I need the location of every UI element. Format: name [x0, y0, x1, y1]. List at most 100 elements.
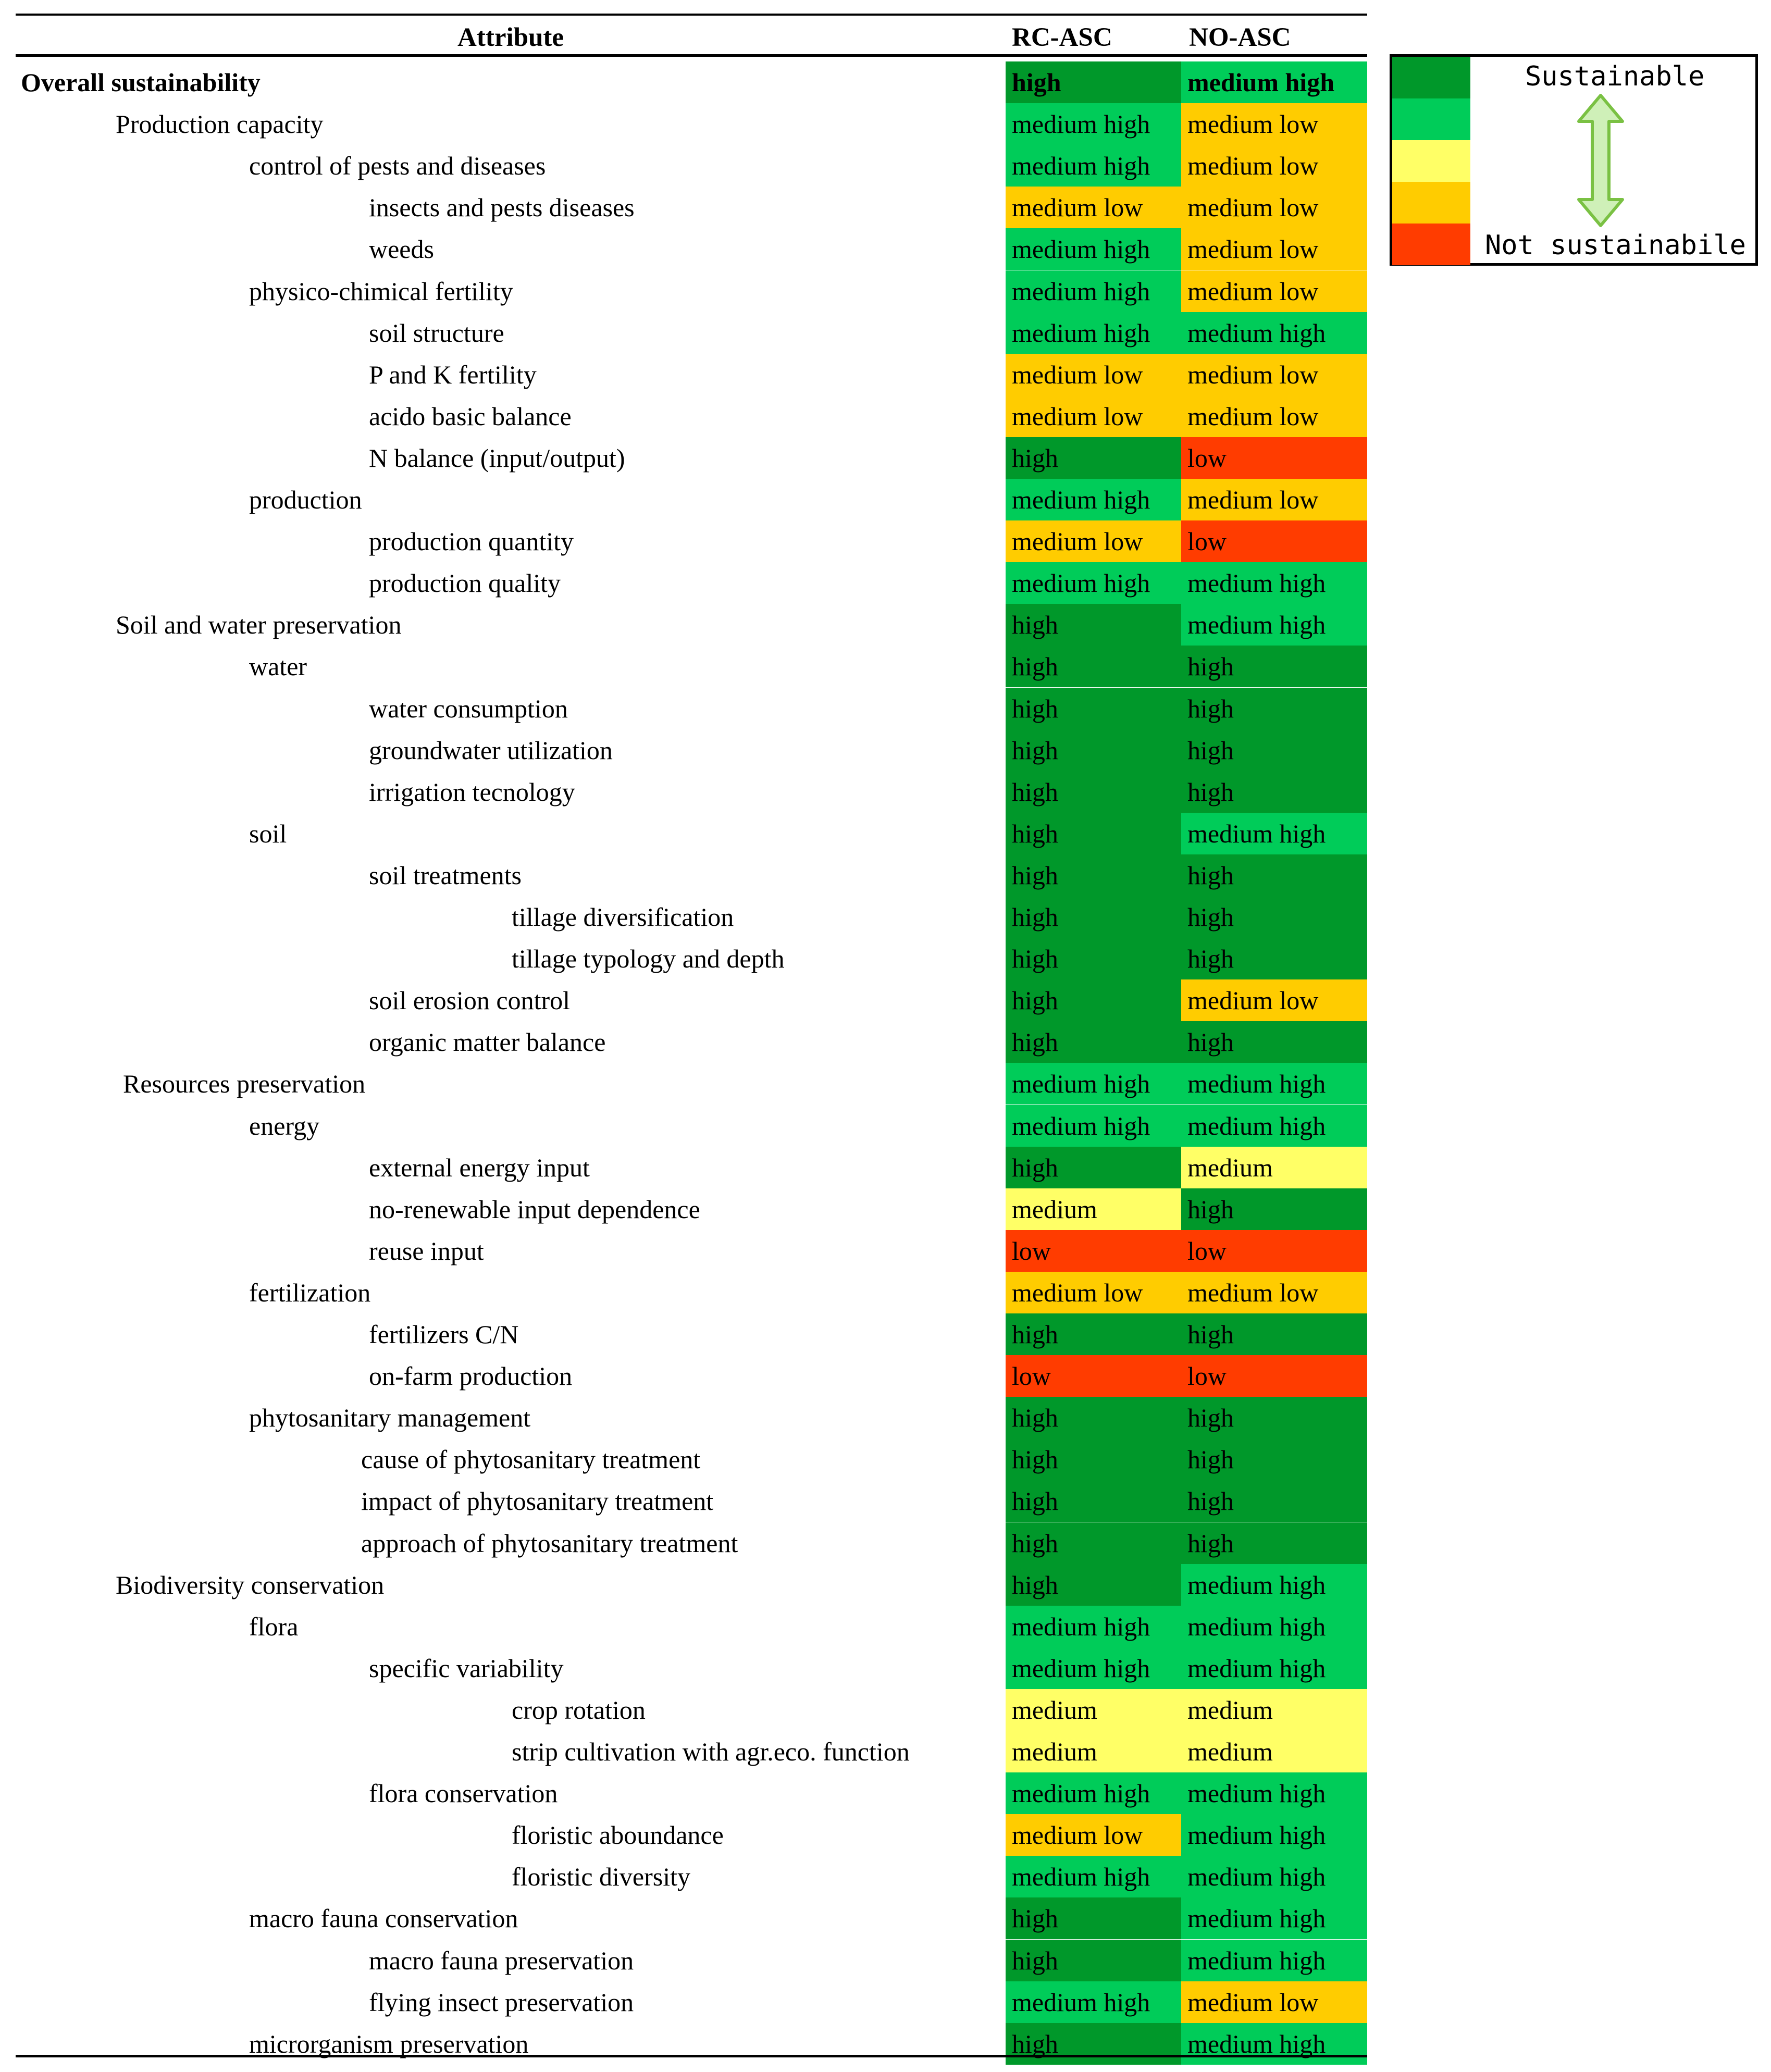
no-asc-rating: medium high	[1181, 1856, 1367, 1898]
attribute-label: floristic diversity	[512, 1862, 690, 1892]
table-row: irrigation tecnology high high	[0, 771, 1376, 813]
table-row: Resources preservation medium high medium …	[0, 1063, 1376, 1105]
attribute-label: production quality	[369, 568, 561, 598]
attribute-label: production	[249, 485, 362, 514]
attribute-label: N balance (input/output)	[369, 443, 625, 473]
no-asc-rating: high	[1181, 938, 1367, 980]
attribute-label: phytosanitary management	[249, 1403, 531, 1433]
rc-asc-rating: high	[1006, 812, 1181, 854]
attribute-label: approach of phytosanitary treatment	[361, 1528, 738, 1558]
no-asc-rating: low	[1181, 1355, 1367, 1397]
attribute-label: soil erosion control	[369, 986, 571, 1015]
no-asc-rating: medium low	[1181, 187, 1367, 229]
no-asc-rating: medium low	[1181, 395, 1367, 437]
no-asc-rating: medium low	[1181, 479, 1367, 520]
table-row: Production capacity medium high medium low	[0, 103, 1376, 145]
rc-asc-rating: medium low	[1006, 1271, 1181, 1313]
rc-asc-rating: high	[1006, 687, 1181, 729]
table-row: energy medium high medium high	[0, 1105, 1376, 1147]
table-row: soil structure medium high medium high	[0, 312, 1376, 354]
attribute-label: tillage diversification	[512, 902, 734, 932]
table-row: production medium high medium low	[0, 479, 1376, 520]
legend-label-not-sustainable: Not sustainabile	[1485, 230, 1746, 261]
no-asc-rating: low	[1181, 1230, 1367, 1272]
no-asc-rating: medium high	[1181, 312, 1367, 354]
rc-asc-rating: high	[1006, 1313, 1181, 1355]
attribute-label: P and K fertility	[369, 359, 537, 389]
table-row: macro fauna conservation high medium high	[0, 1897, 1376, 1940]
attribute-label: fertilizers C/N	[369, 1320, 519, 1349]
attribute-label: weeds	[369, 234, 434, 264]
legend-swatch-medium	[1392, 140, 1470, 182]
no-asc-rating: medium high	[1181, 61, 1367, 103]
table-row: soil erosion control high medium low	[0, 979, 1376, 1022]
rc-asc-rating: medium low	[1006, 520, 1181, 563]
no-asc-rating: medium high	[1181, 562, 1367, 604]
attribute-label: irrigation tecnology	[369, 777, 575, 807]
top-rule	[16, 14, 1367, 16]
table-row: crop rotation medium medium	[0, 1689, 1376, 1731]
no-asc-rating: medium high	[1181, 1897, 1367, 1940]
rc-asc-rating: high	[1006, 1564, 1181, 1606]
table-row: tillage typology and depth high high	[0, 938, 1376, 980]
attribute-label: soil treatments	[369, 860, 522, 890]
rc-asc-rating: medium low	[1006, 353, 1181, 395]
table-row: floristic aboundance medium low medium hig…	[0, 1814, 1376, 1856]
no-asc-rating: high	[1181, 1438, 1367, 1481]
header-no-asc: NO-ASC	[1189, 23, 1291, 52]
rc-asc-rating: medium high	[1006, 1647, 1181, 1689]
rc-asc-rating: medium high	[1006, 1981, 1181, 2023]
rc-asc-rating: high	[1006, 1146, 1181, 1188]
rc-asc-rating: high	[1006, 1939, 1181, 1981]
table-row: acido basic balance medium low medium low	[0, 395, 1376, 437]
attribute-label: water	[249, 652, 307, 681]
table-row: fertilizers C/N high high	[0, 1313, 1376, 1355]
rc-asc-rating: low	[1006, 1230, 1181, 1272]
rc-asc-rating: medium high	[1006, 1105, 1181, 1147]
no-asc-rating: high	[1181, 687, 1367, 729]
attribute-label: fertilization	[249, 1277, 371, 1307]
legend-swatch-high	[1392, 57, 1470, 98]
attribute-label: strip cultivation with agr.eco. function	[512, 1737, 910, 1766]
attribute-label: Biodiversity conservation	[116, 1570, 385, 1599]
table-row: fertilization medium low medium low	[0, 1271, 1376, 1313]
no-asc-rating: medium high	[1181, 1647, 1367, 1689]
table-row: approach of phytosanitary treatment high h…	[0, 1522, 1376, 1564]
rc-asc-rating: medium high	[1006, 1605, 1181, 1647]
attribute-label: Resources preservation	[123, 1069, 366, 1099]
attribute-label: reuse input	[369, 1236, 484, 1265]
no-asc-rating: medium	[1181, 1689, 1367, 1731]
header-rc-asc: RC-ASC	[1012, 23, 1112, 52]
no-asc-rating: medium high	[1181, 1605, 1367, 1647]
rc-asc-rating: medium high	[1006, 312, 1181, 354]
rc-asc-rating: medium high	[1006, 228, 1181, 270]
rc-asc-rating: high	[1006, 1897, 1181, 1940]
rc-asc-rating: high	[1006, 729, 1181, 771]
no-asc-rating: medium high	[1181, 1063, 1367, 1105]
no-asc-rating: high	[1181, 896, 1367, 938]
rc-asc-rating: medium high	[1006, 1063, 1181, 1105]
table-row: water consumption high high	[0, 687, 1376, 729]
attribute-label: Overall sustainability	[21, 68, 261, 97]
table-row: flying insect preservation medium high med…	[0, 1981, 1376, 2023]
attribute-label: flora conservation	[369, 1779, 558, 1808]
attribute-label: physico-chimical fertility	[249, 276, 513, 306]
table-row: phytosanitary management high high	[0, 1397, 1376, 1439]
color-legend: Sustainable Not sustainabile	[1390, 54, 1758, 266]
rc-asc-rating: medium	[1006, 1731, 1181, 1772]
no-asc-rating: medium low	[1181, 103, 1367, 145]
table-row: Overall sustainability high medium high	[0, 61, 1376, 103]
table-row: flora conservation medium high medium high	[0, 1772, 1376, 1815]
table-row: macro fauna preservation high medium high	[0, 1939, 1376, 1981]
attribute-label: no-renewable input dependence	[369, 1194, 700, 1224]
no-asc-rating: medium high	[1181, 2023, 1367, 2065]
attribute-label: insects and pests diseases	[369, 193, 635, 222]
rc-asc-rating: high	[1006, 437, 1181, 479]
rc-asc-rating: medium high	[1006, 479, 1181, 520]
rc-asc-rating: high	[1006, 979, 1181, 1022]
attribute-label: macro fauna preservation	[369, 1945, 634, 1975]
no-asc-rating: medium high	[1181, 1939, 1367, 1981]
rc-asc-rating: medium	[1006, 1188, 1181, 1230]
legend-label-sustainable: Sustainable	[1525, 61, 1705, 92]
no-asc-rating: medium high	[1181, 1564, 1367, 1606]
